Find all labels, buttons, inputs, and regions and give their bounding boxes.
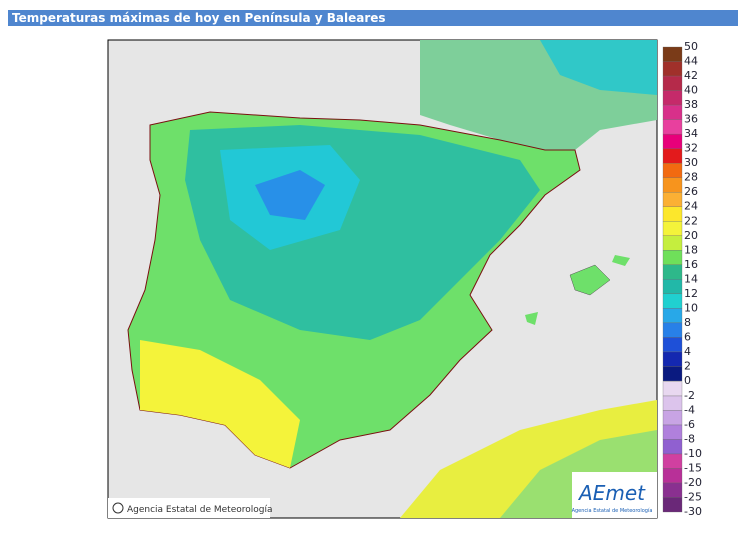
legend-swatch bbox=[662, 206, 683, 222]
logo-subtitle: Agencia Estatal de Meteorología bbox=[572, 507, 653, 514]
legend-label: -6 bbox=[684, 418, 695, 431]
logo-box bbox=[572, 472, 657, 518]
legend-label: 30 bbox=[684, 156, 698, 169]
legend-label: -25 bbox=[684, 491, 702, 504]
legend-label: 24 bbox=[684, 200, 698, 213]
legend-swatch bbox=[662, 322, 683, 338]
legend-label: -2 bbox=[684, 389, 695, 402]
legend-swatch bbox=[662, 61, 683, 77]
legend-label: 42 bbox=[684, 69, 698, 82]
legend-label: 44 bbox=[684, 55, 698, 68]
legend-swatch bbox=[662, 119, 683, 135]
legend-swatch bbox=[662, 250, 683, 265]
legend-swatch bbox=[662, 264, 683, 280]
legend-swatch bbox=[662, 235, 683, 251]
legend-label: -10 bbox=[684, 447, 702, 460]
legend-label: 36 bbox=[684, 113, 698, 126]
legend-swatch bbox=[662, 293, 683, 309]
legend-label: -30 bbox=[684, 505, 702, 518]
legend-label: 0 bbox=[684, 374, 691, 387]
legend-swatch bbox=[662, 439, 683, 455]
legend-label: 10 bbox=[684, 301, 698, 314]
ibiza bbox=[525, 312, 538, 325]
legend-label: 12 bbox=[684, 287, 698, 300]
legend-label: 28 bbox=[684, 171, 698, 184]
mallorca bbox=[569, 264, 611, 296]
legend-label: -8 bbox=[684, 433, 695, 446]
legend-swatch bbox=[662, 381, 683, 397]
legend-swatch bbox=[662, 75, 683, 91]
legend-swatch bbox=[662, 148, 683, 164]
credit: Agencia Estatal de Meteorología bbox=[127, 505, 273, 515]
legend-swatch bbox=[662, 366, 683, 382]
legend-label: 8 bbox=[684, 316, 691, 329]
legend-swatch bbox=[662, 468, 683, 484]
legend-label: 18 bbox=[684, 243, 698, 256]
legend-label: 20 bbox=[684, 229, 698, 242]
legend-swatch bbox=[662, 308, 683, 324]
legend-label: -20 bbox=[684, 476, 702, 489]
legend-swatch bbox=[662, 453, 683, 469]
legend-swatch bbox=[662, 133, 683, 149]
legend-swatch bbox=[662, 424, 683, 440]
title-bar: Temperaturas máximas de hoy en Península… bbox=[8, 10, 738, 26]
legend-label: 16 bbox=[684, 258, 698, 271]
legend-swatch bbox=[662, 104, 683, 120]
legend-swatch bbox=[662, 221, 683, 236]
legend-label: 40 bbox=[684, 84, 698, 97]
south-warm bbox=[140, 340, 300, 468]
legend-swatch bbox=[662, 46, 683, 62]
legend-swatch bbox=[662, 177, 683, 193]
legend-swatch bbox=[662, 395, 683, 411]
legend: 5044424038363432302826242220181614121086… bbox=[662, 40, 702, 518]
credit-box bbox=[108, 498, 270, 518]
legend-label: -15 bbox=[684, 462, 702, 475]
menorca bbox=[612, 255, 630, 266]
logo-name: AEmet bbox=[577, 481, 646, 505]
france-cool bbox=[540, 40, 657, 95]
legend-swatch bbox=[662, 337, 683, 353]
legend-label: 26 bbox=[684, 185, 698, 198]
copyright-icon bbox=[112, 502, 124, 514]
legend-label: 34 bbox=[684, 127, 698, 140]
legend-swatch bbox=[662, 497, 683, 513]
legend-swatch bbox=[662, 192, 683, 207]
legend-label: 14 bbox=[684, 272, 698, 285]
legend-label: -4 bbox=[684, 404, 695, 417]
legend-swatch bbox=[662, 90, 683, 106]
legend-swatch bbox=[662, 482, 683, 498]
legend-swatch bbox=[662, 410, 683, 426]
legend-swatch bbox=[662, 279, 683, 294]
legend-label: 4 bbox=[684, 345, 691, 358]
legend-label: 38 bbox=[684, 98, 698, 111]
legend-label: 32 bbox=[684, 142, 698, 155]
legend-label: 2 bbox=[684, 359, 691, 372]
legend-swatch bbox=[662, 351, 683, 367]
legend-label: 6 bbox=[684, 330, 691, 343]
legend-swatch bbox=[662, 163, 683, 178]
cold-zone bbox=[255, 170, 325, 220]
legend-label: 22 bbox=[684, 214, 698, 227]
legend-label: 50 bbox=[684, 40, 698, 53]
